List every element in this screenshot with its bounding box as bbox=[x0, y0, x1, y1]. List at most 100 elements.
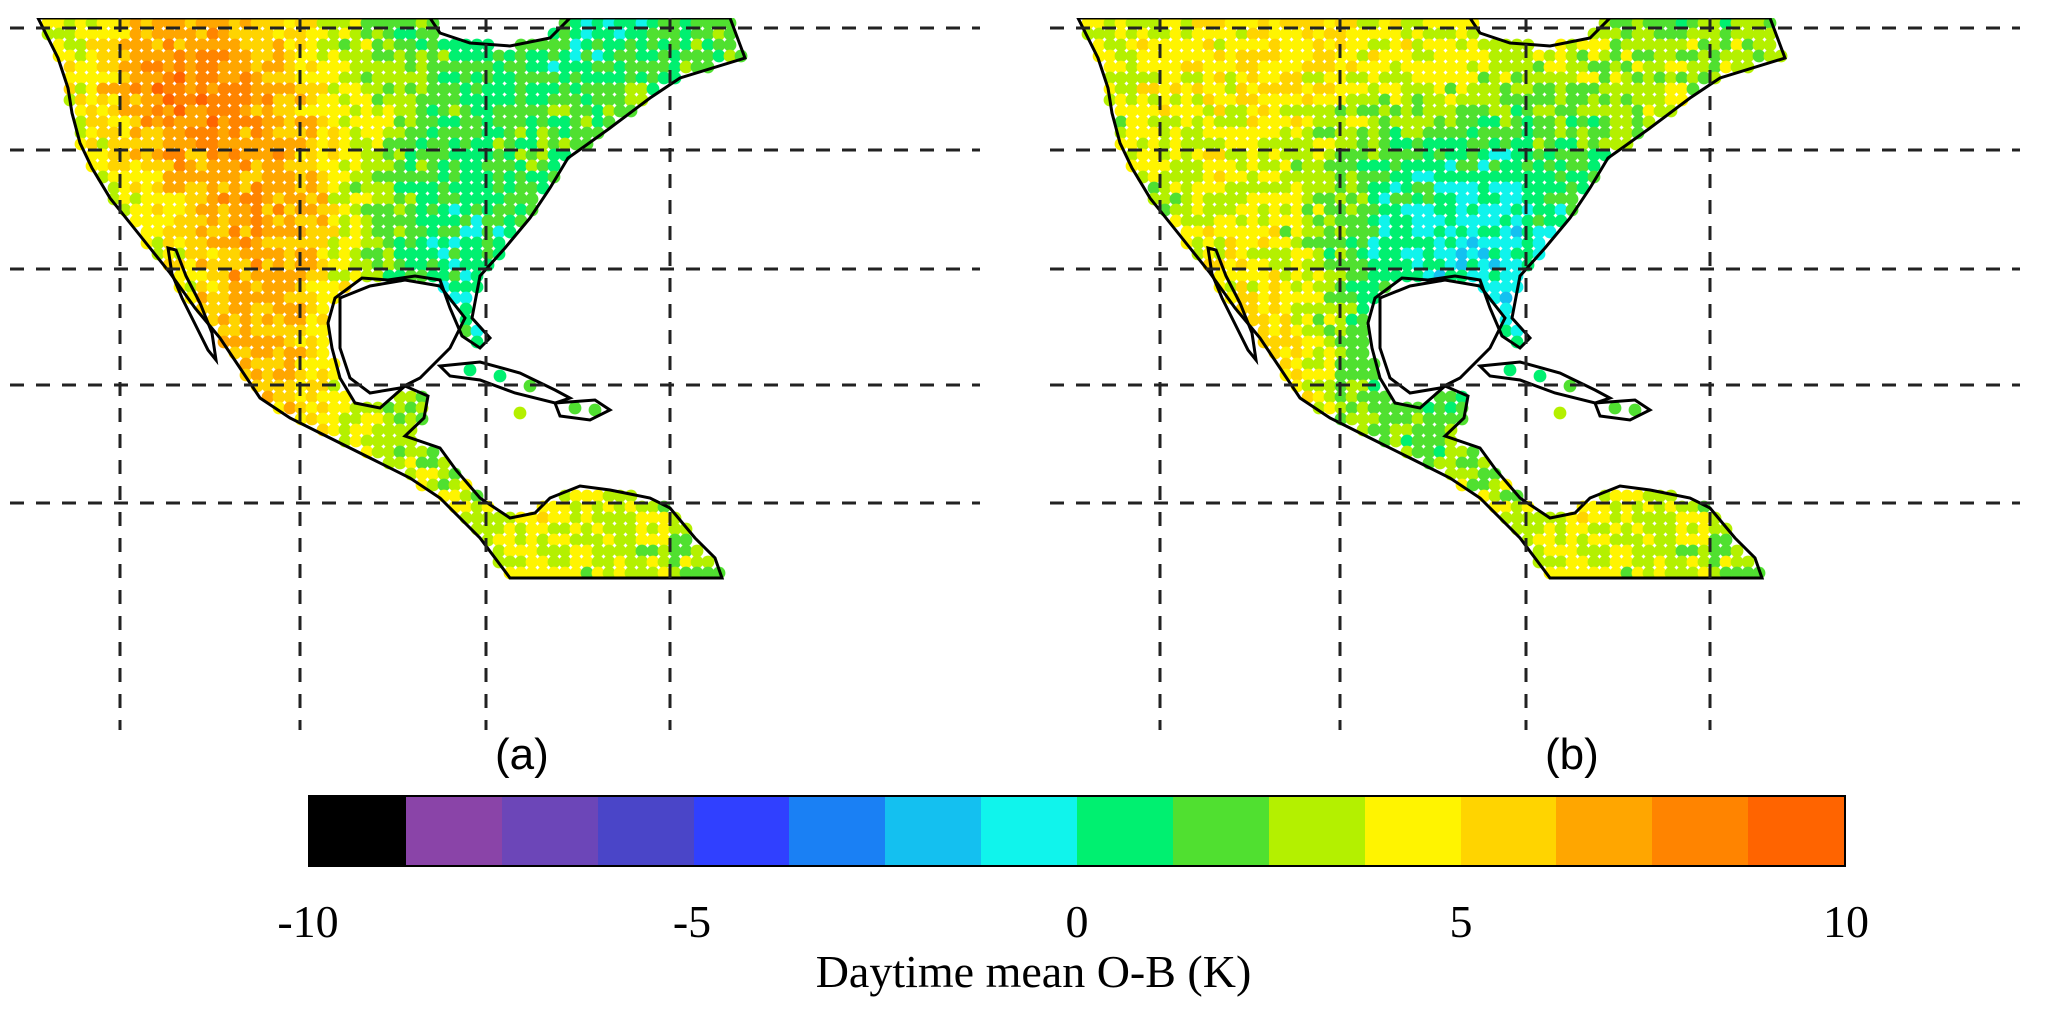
obs-cell bbox=[272, 357, 286, 371]
obs-cell bbox=[1444, 192, 1458, 206]
obs-cell bbox=[360, 258, 374, 272]
obs-cell bbox=[558, 38, 572, 52]
obs-cell bbox=[426, 467, 440, 481]
obs-cell bbox=[1708, 522, 1722, 536]
obs-cell bbox=[1279, 214, 1293, 228]
obs-cell bbox=[1257, 236, 1271, 250]
obs-cell bbox=[1202, 214, 1216, 228]
obs-cell bbox=[1246, 236, 1260, 250]
obs-cell bbox=[459, 236, 473, 250]
obs-cell bbox=[393, 434, 407, 448]
obs-cell bbox=[1345, 236, 1359, 250]
obs-cell bbox=[316, 412, 330, 426]
obs-cell bbox=[1147, 71, 1161, 85]
obs-cell bbox=[1400, 159, 1414, 173]
obs-cell bbox=[1686, 27, 1700, 41]
obs-cell bbox=[1620, 104, 1634, 118]
obs-cell bbox=[1598, 137, 1612, 151]
obs-cell bbox=[1422, 71, 1436, 85]
obs-cell bbox=[437, 148, 451, 162]
obs-cell bbox=[1422, 236, 1436, 250]
obs-cell bbox=[1587, 71, 1601, 85]
obs-cell bbox=[1191, 104, 1205, 118]
obs-cell bbox=[437, 126, 451, 140]
obs-cell bbox=[1136, 104, 1150, 118]
obs-cell bbox=[162, 93, 176, 107]
obs-cell bbox=[1246, 60, 1260, 74]
obs-cell bbox=[1598, 60, 1612, 74]
obs-cell bbox=[404, 445, 418, 459]
obs-cell bbox=[1631, 60, 1645, 74]
obs-cell bbox=[272, 170, 286, 184]
obs-cell bbox=[1169, 126, 1183, 140]
obs-cell bbox=[184, 170, 198, 184]
obs-cell bbox=[481, 82, 495, 96]
obs-cell bbox=[1752, 27, 1766, 41]
obs-cell bbox=[525, 137, 539, 151]
obs-cell bbox=[1400, 93, 1414, 107]
obs-cell bbox=[360, 49, 374, 63]
obs-cell bbox=[250, 159, 264, 173]
obs-cell bbox=[1279, 104, 1293, 118]
obs-cell bbox=[1224, 203, 1238, 217]
obs-cell bbox=[272, 82, 286, 96]
obs-cell bbox=[1367, 203, 1381, 217]
obs-cell bbox=[1290, 247, 1304, 261]
obs-cell bbox=[382, 434, 396, 448]
obs-cell bbox=[1752, 38, 1766, 52]
obs-cell bbox=[140, 93, 154, 107]
obs-cell bbox=[1367, 170, 1381, 184]
obs-cell bbox=[184, 181, 198, 195]
obs-cell bbox=[448, 203, 462, 217]
obs-cell bbox=[316, 291, 330, 305]
obs-cell bbox=[327, 214, 341, 228]
obs-cell bbox=[1389, 423, 1403, 437]
obs-cell bbox=[272, 148, 286, 162]
obs-cell bbox=[1422, 445, 1436, 459]
obs-cell bbox=[470, 225, 484, 239]
obs-cell bbox=[1444, 445, 1458, 459]
obs-cell bbox=[1356, 27, 1370, 41]
obs-cell bbox=[393, 104, 407, 118]
obs-cell bbox=[283, 104, 297, 118]
obs-cell bbox=[305, 192, 319, 206]
obs-cell bbox=[1334, 269, 1348, 283]
obs-cell bbox=[250, 126, 264, 140]
obs-cell bbox=[1235, 170, 1249, 184]
obs-cell bbox=[85, 38, 99, 52]
obs-cell bbox=[1532, 203, 1546, 217]
obs-cell bbox=[1323, 137, 1337, 151]
obs-cell bbox=[1477, 236, 1491, 250]
obs-cell bbox=[569, 38, 583, 52]
obs-cell bbox=[173, 82, 187, 96]
obs-cell bbox=[1466, 115, 1480, 129]
obs-cell bbox=[1587, 148, 1601, 162]
obs-cell bbox=[1158, 38, 1172, 52]
obs-cell bbox=[1642, 93, 1656, 107]
obs-cell bbox=[74, 93, 88, 107]
obs-cell bbox=[426, 49, 440, 63]
obs-cell bbox=[1279, 60, 1293, 74]
obs-cell bbox=[272, 368, 286, 382]
obs-cell bbox=[1356, 49, 1370, 63]
obs-cell bbox=[514, 60, 528, 74]
obs-cell bbox=[602, 60, 616, 74]
obs-cell bbox=[1631, 115, 1645, 129]
obs-cell bbox=[393, 115, 407, 129]
obs-cell bbox=[118, 38, 132, 52]
obs-cell bbox=[1620, 522, 1634, 536]
obs-cell bbox=[1356, 60, 1370, 74]
obs-cell bbox=[1653, 82, 1667, 96]
obs-cell bbox=[316, 335, 330, 349]
obs-cell bbox=[1367, 148, 1381, 162]
obs-cell bbox=[1664, 566, 1678, 580]
obs-cell bbox=[481, 159, 495, 173]
obs-cell bbox=[1345, 38, 1359, 52]
obs-cell bbox=[1312, 313, 1326, 327]
obs-cell bbox=[118, 115, 132, 129]
obs-cell bbox=[503, 137, 517, 151]
obs-cell bbox=[360, 203, 374, 217]
obs-cell bbox=[624, 544, 638, 558]
obs-cell bbox=[1356, 390, 1370, 404]
obs-cell bbox=[1477, 170, 1491, 184]
